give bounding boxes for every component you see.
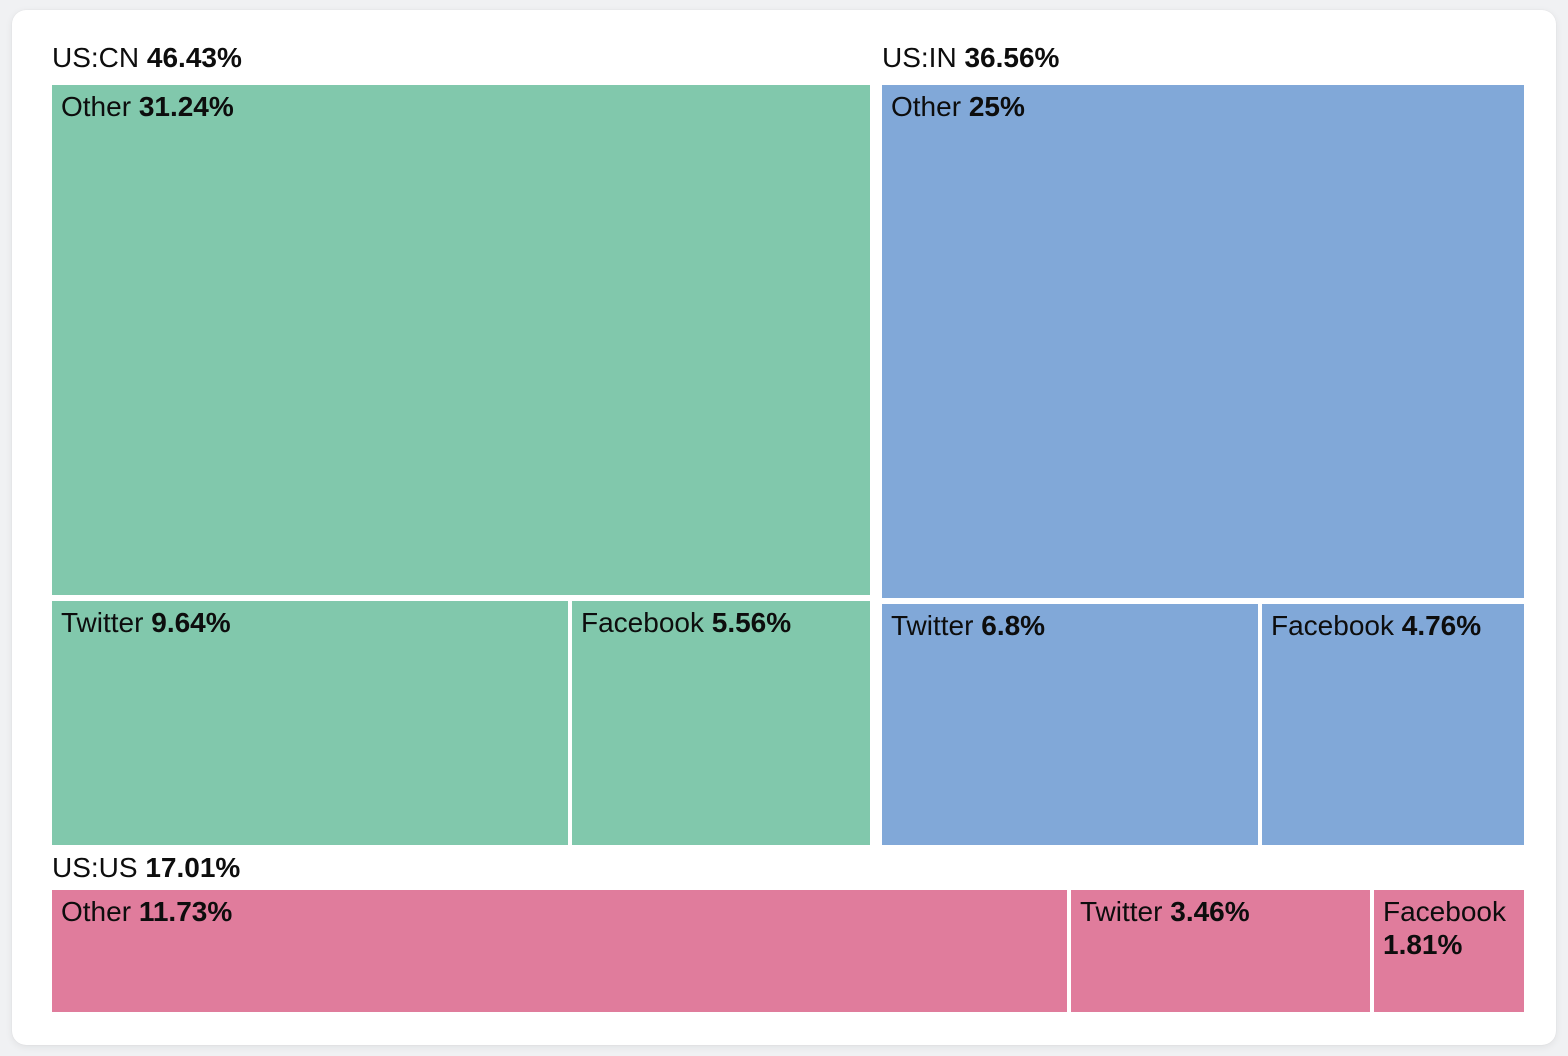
tile-value: 11.73% <box>138 896 233 927</box>
tile-value: 6.8% <box>981 610 1046 641</box>
tile-value: 5.56% <box>711 607 792 638</box>
group-label-us-cn: US:CN 46.43% <box>52 42 242 74</box>
group-value: 46.43% <box>146 42 242 73</box>
tile-value: 31.24% <box>138 91 234 122</box>
tile-value: 1.81% <box>1383 929 1463 960</box>
treemap: US:CN 46.43% Other 31.24% Twitter 9.64% … <box>12 10 1556 1045</box>
group-label-us-us: US:US 17.01% <box>52 852 240 884</box>
tile-name: Other <box>891 91 962 122</box>
group-name: US:US <box>52 852 138 883</box>
treemap-tile-us-us-twitter[interactable]: Twitter 3.46% <box>1071 890 1370 1012</box>
tile-value: 9.64% <box>151 607 231 638</box>
treemap-tile-us-in-other[interactable]: Other 25% <box>882 85 1524 598</box>
group-name: US:CN <box>52 42 140 73</box>
treemap-tile-us-us-facebook[interactable]: Facebook 1.81% <box>1374 890 1524 1012</box>
group-value: 17.01% <box>145 852 241 883</box>
group-label-us-in: US:IN 36.56% <box>882 42 1059 74</box>
tile-value: 25% <box>968 91 1025 122</box>
treemap-tile-us-cn-facebook[interactable]: Facebook 5.56% <box>572 601 870 845</box>
tile-name: Facebook <box>581 607 704 638</box>
tile-value: 3.46% <box>1170 896 1250 927</box>
tile-name: Other <box>61 896 132 927</box>
chart-card: US:CN 46.43% Other 31.24% Twitter 9.64% … <box>12 10 1556 1045</box>
treemap-tile-us-in-facebook[interactable]: Facebook 4.76% <box>1262 604 1524 845</box>
treemap-tile-us-in-twitter[interactable]: Twitter 6.8% <box>882 604 1258 845</box>
treemap-tile-us-cn-other[interactable]: Other 31.24% <box>52 85 870 595</box>
tile-name: Other <box>61 91 132 122</box>
tile-name: Twitter <box>1080 896 1163 927</box>
treemap-tile-us-us-other[interactable]: Other 11.73% <box>52 890 1067 1012</box>
group-name: US:IN <box>882 42 957 73</box>
tile-name: Facebook <box>1383 896 1506 927</box>
tile-value: 4.76% <box>1401 610 1482 641</box>
tile-name: Twitter <box>891 610 974 641</box>
treemap-tile-us-cn-twitter[interactable]: Twitter 9.64% <box>52 601 568 845</box>
tile-name: Facebook <box>1271 610 1394 641</box>
tile-name: Twitter <box>61 607 144 638</box>
group-value: 36.56% <box>964 42 1060 73</box>
